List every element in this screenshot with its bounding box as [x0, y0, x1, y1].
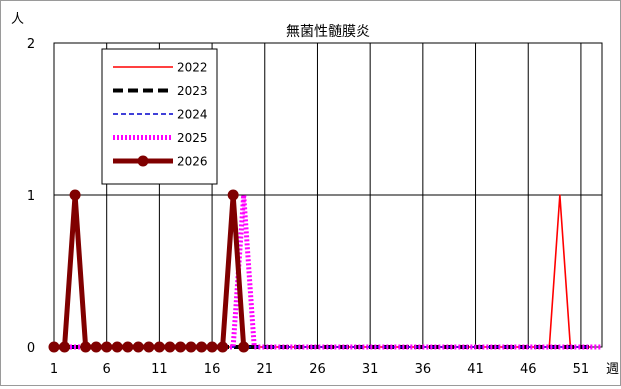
data-point-2026	[196, 341, 208, 353]
x-tick-label: 11	[151, 362, 168, 377]
x-tick-label: 41	[467, 362, 484, 377]
y-tick-label: 0	[27, 341, 35, 356]
chart-title: 無菌性髄膜炎	[286, 24, 370, 40]
data-point-2026	[48, 341, 60, 353]
x-tick-label: 36	[415, 362, 432, 377]
data-point-2026	[153, 341, 165, 353]
legend-label-2022: 2022	[177, 61, 208, 75]
x-tick-label: 21	[256, 362, 273, 377]
x-tick-label: 31	[362, 362, 379, 377]
data-point-2026	[217, 341, 229, 353]
data-point-2026	[80, 341, 92, 353]
x-tick-label: 16	[204, 362, 221, 377]
data-point-2026	[122, 341, 134, 353]
data-point-2026	[238, 341, 250, 353]
legend-label-2024: 2024	[177, 108, 208, 122]
legend-label-2025: 2025	[177, 131, 208, 145]
legend-label-2026: 2026	[177, 155, 208, 169]
data-point-2026	[206, 341, 218, 353]
data-point-2026	[143, 341, 155, 353]
x-tick-label: 1	[50, 362, 58, 377]
data-point-2026	[101, 341, 113, 353]
x-tick-label: 6	[103, 362, 111, 377]
y-axis-unit: 人	[11, 12, 24, 27]
x-tick-label: 51	[573, 362, 590, 377]
y-tick-label: 2	[27, 37, 35, 52]
x-axis-unit: 週	[606, 362, 619, 377]
data-point-2026	[185, 341, 197, 353]
data-point-2026	[111, 341, 123, 353]
legend-label-2023: 2023	[177, 84, 208, 98]
legend: 2022 2023 2024 2025 2026	[101, 48, 218, 185]
data-point-2026	[227, 189, 239, 201]
data-point-2026	[90, 341, 102, 353]
series-layer	[48, 189, 602, 353]
legend-marker-2026	[137, 155, 149, 167]
data-point-2026	[59, 341, 71, 353]
data-point-2026	[174, 341, 186, 353]
data-point-2026	[69, 189, 81, 201]
x-tick-label: 46	[520, 362, 537, 377]
series-line-2025	[54, 192, 602, 350]
y-tick-label: 1	[27, 189, 35, 204]
data-point-2026	[132, 341, 144, 353]
data-point-2026	[164, 341, 176, 353]
x-tick-label: 26	[309, 362, 326, 377]
